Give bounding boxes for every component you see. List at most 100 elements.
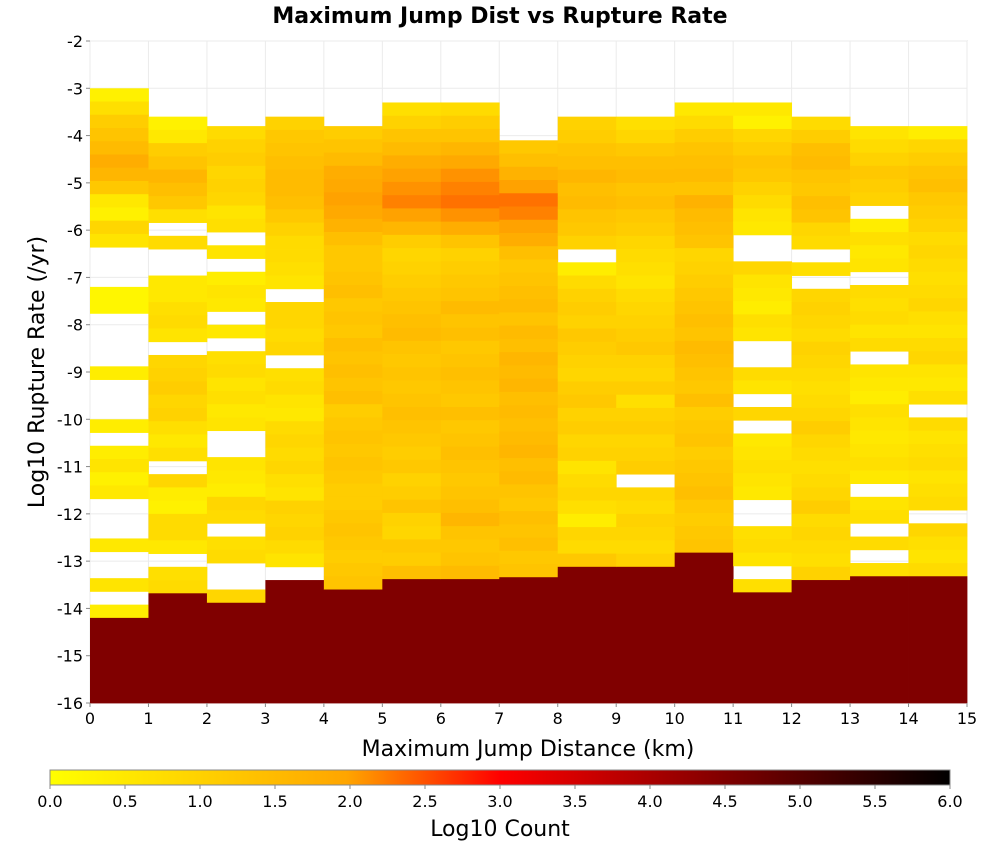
heatmap-cell: [382, 446, 442, 461]
colorbar-tick-label-9: 4.5: [712, 792, 737, 811]
heatmap-cell: [557, 235, 617, 250]
x-tick-label-0: 0: [85, 709, 95, 728]
heatmap-cell: [791, 566, 851, 581]
heatmap-cell: [265, 209, 325, 223]
heatmap-cell: [908, 457, 968, 471]
heatmap-cell: [148, 500, 208, 515]
y-tick-label-11: -13: [57, 552, 83, 571]
heatmap-cell: [616, 196, 676, 210]
heatmap-cell: [850, 232, 909, 246]
heatmap-cell: [265, 143, 325, 157]
heatmap-cell: [206, 351, 266, 365]
heatmap-cell: [791, 434, 851, 449]
heatmap-cell: [733, 181, 792, 196]
heatmap-cell: [206, 324, 266, 339]
heatmap-cell: [148, 302, 208, 316]
heatmap-cell: [265, 394, 325, 409]
heatmap-cell: [90, 366, 149, 380]
y-tick-label-13: -15: [57, 647, 83, 666]
heatmap-cell: [382, 102, 442, 117]
heatmap-cell: [557, 566, 617, 704]
heatmap-cell: [499, 246, 559, 260]
heatmap-cell: [557, 328, 617, 343]
heatmap-cell: [557, 156, 617, 171]
heatmap-cell: [440, 486, 500, 501]
heatmap-cell: [791, 196, 851, 210]
heatmap-cell: [206, 179, 266, 193]
heatmap-cell: [791, 129, 851, 144]
heatmap-cell: [499, 418, 559, 432]
heatmap-cell: [499, 550, 559, 565]
heatmap-cell: [850, 245, 909, 259]
colorbar-ticks: 0.0 0.5 1.0 1.5 2.0 2.5 3.0 3.5 4.0 4.5 5.0 5.5 6.0: [37, 785, 963, 811]
heatmap-cell: [206, 126, 266, 140]
heatmap-cell: [90, 233, 149, 248]
heatmap-cell: [557, 262, 617, 276]
heatmap-cell: [674, 354, 734, 368]
heatmap-cell: [440, 552, 500, 567]
heatmap-cell: [908, 523, 968, 537]
heatmap-cell: [90, 604, 149, 619]
heatmap-cell: [382, 552, 442, 567]
heatmap-cell: [674, 128, 734, 143]
heatmap-cell: [791, 540, 851, 554]
heatmap-cell: [440, 142, 500, 156]
heatmap-cell: [733, 301, 792, 315]
heatmap-cell: [557, 540, 617, 554]
heatmap-cell: [557, 116, 617, 131]
heatmap-cell: [382, 155, 442, 170]
heatmap-cell: [674, 142, 734, 156]
heatmap-cell: [616, 381, 676, 396]
heatmap-cell: [206, 245, 266, 259]
heatmap-cell: [850, 324, 909, 339]
heatmap-cell: [148, 540, 208, 554]
heatmap-cell: [499, 484, 559, 499]
heatmap-cell: [908, 205, 968, 220]
heatmap-cell: [499, 471, 559, 485]
heatmap-cell: [206, 457, 266, 471]
heatmap-cell: [557, 222, 617, 237]
heatmap-cell: [440, 208, 500, 223]
heatmap-cell: [616, 566, 676, 704]
heatmap-cell: [440, 512, 500, 527]
heatmap-cell: [148, 474, 208, 488]
heatmap-cell: [206, 510, 266, 524]
heatmap-cell: [90, 128, 149, 142]
heatmap-cell: [908, 218, 968, 233]
heatmap-cell: [850, 390, 909, 405]
heatmap-cell: [382, 367, 442, 381]
heatmap-cell: [323, 483, 383, 498]
heatmap-cell: [148, 368, 208, 382]
heatmap-cell: [265, 156, 325, 171]
heatmap-cell: [206, 404, 266, 418]
heatmap-cell: [499, 391, 559, 406]
heatmap-cell: [850, 258, 909, 273]
heatmap-cell: [382, 128, 442, 143]
colorbar: [49, 769, 951, 786]
heatmap-cell: [791, 500, 851, 515]
heatmap-cell: [908, 165, 968, 180]
heatmap-cell: [440, 539, 500, 554]
heatmap-cell: [323, 324, 383, 339]
heatmap-cell: [323, 232, 383, 246]
heatmap-cell: [557, 381, 617, 396]
heatmap-cell: [148, 447, 208, 462]
x-tick-label-1: 1: [143, 709, 153, 728]
heatmap-cell: [908, 258, 968, 273]
heatmap-cell: [791, 169, 851, 184]
y-tick-label-4: -6: [67, 221, 83, 240]
heatmap-cell: [908, 351, 968, 365]
x-tick-label-9: 9: [611, 709, 621, 728]
heatmap-cell: [850, 576, 909, 704]
heatmap-cell: [850, 457, 909, 471]
y-tick-label-1: -3: [67, 79, 83, 98]
heatmap-cell: [323, 351, 383, 365]
heatmap-cell: [499, 444, 559, 459]
colorbar-tick-label-1: 0.5: [112, 792, 137, 811]
heatmap-cell: [616, 235, 676, 250]
heatmap-cell: [265, 487, 325, 502]
heatmap-cell: [323, 271, 383, 286]
heatmap-cell: [616, 368, 676, 382]
heatmap-cell: [323, 245, 383, 259]
heatmap-cell: [90, 419, 149, 433]
